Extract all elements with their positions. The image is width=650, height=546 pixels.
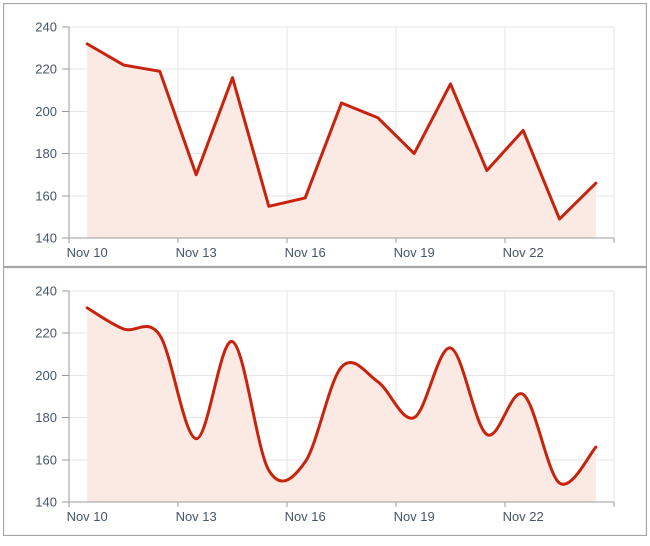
linear-area-chart: 140 160 180 200 220 240 Nov 10 Nov 13 Nov 16 Nov … bbox=[35, 20, 615, 260]
x-axis-label: Nov 13 bbox=[176, 245, 217, 260]
x-axis-label: Nov 16 bbox=[285, 509, 326, 524]
x-axis-label: Nov 16 bbox=[285, 245, 326, 260]
y-axis-label: 160 bbox=[35, 452, 57, 467]
y-axis-label: 240 bbox=[35, 20, 57, 35]
bottom-chart-panel: 140 160 180 200 220 240 Nov 10 Nov 13 Nov 16 Nov … bbox=[3, 267, 647, 536]
y-axis-label: 140 bbox=[35, 495, 57, 510]
y-axis-label: 240 bbox=[35, 284, 57, 299]
y-axis-label: 220 bbox=[35, 62, 57, 77]
series-area bbox=[87, 307, 596, 502]
series-area bbox=[87, 43, 596, 238]
x-axis-label: Nov 19 bbox=[394, 509, 435, 524]
y-axis-label: 180 bbox=[35, 146, 57, 161]
x-axis-label: Nov 10 bbox=[67, 245, 108, 260]
x-axis-label: Nov 22 bbox=[503, 245, 544, 260]
y-axis-label: 220 bbox=[35, 326, 57, 341]
top-chart-panel: 140 160 180 200 220 240 Nov 10 Nov 13 Nov 16 Nov … bbox=[3, 3, 647, 267]
x-axis-label: Nov 19 bbox=[394, 245, 435, 260]
y-axis-label: 200 bbox=[35, 368, 57, 383]
series-line bbox=[85, 306, 598, 486]
y-axis-label: 200 bbox=[35, 104, 57, 119]
y-axis-label: 160 bbox=[35, 188, 57, 203]
y-axis-label: 140 bbox=[35, 231, 57, 246]
x-axis-label: Nov 22 bbox=[503, 509, 544, 524]
smooth-area-chart: 140 160 180 200 220 240 Nov 10 Nov 13 Nov 16 Nov … bbox=[35, 284, 615, 524]
x-axis-label: Nov 10 bbox=[67, 509, 108, 524]
y-axis-label: 180 bbox=[35, 410, 57, 425]
series-line bbox=[85, 42, 598, 221]
x-axis-label: Nov 13 bbox=[176, 509, 217, 524]
